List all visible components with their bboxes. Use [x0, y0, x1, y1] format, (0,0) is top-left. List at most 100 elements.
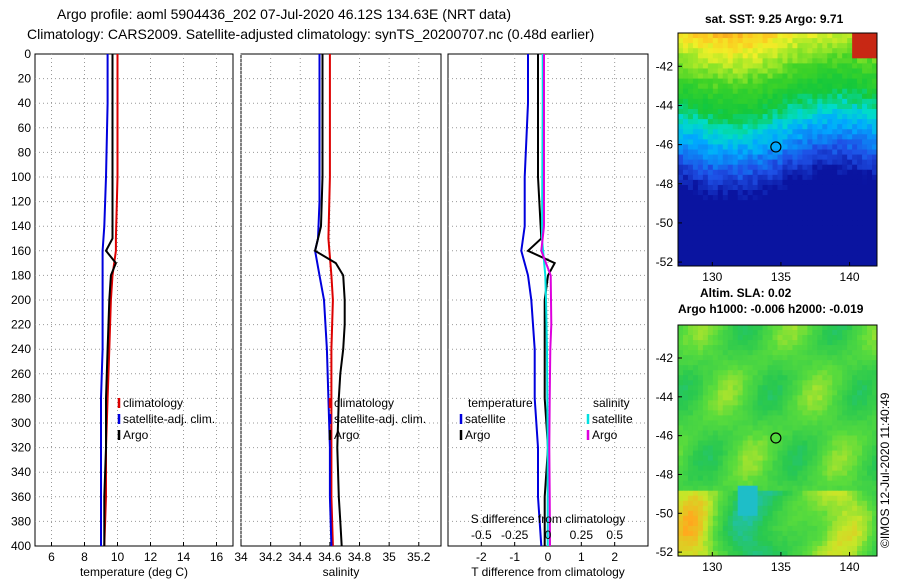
sla-map-cell	[767, 445, 774, 452]
sla-map-cell	[727, 365, 734, 371]
sst-map-cell	[782, 164, 788, 171]
sst-map-cell	[707, 53, 714, 59]
sst-map-cell	[827, 108, 833, 115]
sst-map-cell	[762, 38, 769, 44]
sla-map-cell	[717, 525, 724, 532]
sla-map-cell	[707, 395, 714, 401]
sst-map-cell	[862, 190, 868, 196]
sla-map-cell	[787, 465, 793, 472]
sla-map-cell	[737, 365, 744, 371]
sla-map-cell	[767, 455, 774, 462]
sst-map-cell	[757, 129, 764, 135]
sst-map-cell	[747, 154, 754, 161]
sst-map-cell	[772, 83, 778, 90]
sst-map-cell	[807, 68, 813, 75]
sla-map-cell	[752, 480, 759, 487]
sst-map-cell	[847, 63, 853, 69]
sla-map-cell	[712, 430, 719, 436]
sst-map-cell	[687, 129, 694, 135]
sst-map-cell	[757, 169, 764, 176]
sst-map-cell	[767, 174, 774, 181]
sla-map-cell	[787, 330, 793, 336]
sst-map-cell	[712, 83, 719, 90]
sla-map-cell	[712, 455, 719, 462]
sst-map-cell	[782, 154, 788, 161]
sla-map-cell	[777, 345, 783, 351]
depth-tick-label: 400	[11, 539, 31, 553]
sst-map-cell	[712, 255, 719, 262]
sst-map-cell	[762, 200, 769, 206]
sla-map-cell	[737, 550, 744, 557]
sla-map-cell	[842, 325, 848, 331]
sla-map-cell	[872, 425, 878, 431]
sst-map-cell	[872, 129, 878, 135]
sla-map-cell	[762, 360, 769, 366]
sla-map-cell	[732, 435, 739, 441]
sla-map-cell	[867, 360, 873, 366]
sla-map-cell	[682, 385, 689, 391]
sla-map-cell	[762, 395, 769, 401]
sla-map-cell	[857, 550, 863, 557]
sst-map-cell	[737, 159, 744, 166]
sst-map-cell	[792, 205, 798, 211]
sst-map-cell	[857, 215, 863, 221]
sla-map-cell	[862, 400, 868, 406]
sla-map-cell	[837, 470, 843, 477]
sst-map-cell	[697, 93, 704, 100]
sla-map-cell	[697, 515, 704, 522]
sla-map-cell	[792, 525, 798, 532]
sla-map-cell	[817, 490, 823, 497]
sst-map-cell	[862, 43, 868, 49]
sst-map-cell	[687, 200, 694, 206]
sst-map-cell	[847, 205, 853, 211]
depth-tick-label: 40	[18, 96, 32, 110]
sst-map-cell	[757, 114, 764, 120]
sst-map-cell	[707, 114, 714, 120]
sst-map-cell	[832, 88, 838, 95]
sla-map-cell	[802, 470, 808, 477]
sla-map-cell	[732, 460, 739, 467]
sst-map-cell	[782, 240, 788, 247]
sst-map-cell	[777, 83, 783, 90]
sst-map-cell	[722, 220, 729, 226]
sst-map-cell	[687, 190, 694, 196]
sla-map-cell	[757, 425, 764, 431]
sla-map-cell	[822, 460, 828, 467]
sla-map-cell	[792, 330, 798, 336]
sst-map-cell	[737, 48, 744, 54]
sla-map-cell	[762, 485, 769, 492]
sla-map-cell	[827, 395, 833, 401]
sst-map-cell	[742, 210, 749, 216]
sla-map-cell	[807, 405, 813, 411]
sla-map-cell	[712, 370, 719, 376]
sla-map-cell	[742, 450, 749, 457]
sst-map-cell	[827, 260, 833, 267]
sst-map-cell	[682, 205, 689, 211]
sla-map-cell	[837, 420, 843, 426]
sst-map-cell	[747, 43, 754, 49]
sst-map-cell	[757, 119, 764, 125]
sla-map-cell	[717, 395, 724, 401]
sst-map-cell	[747, 108, 754, 115]
sla-map-cell	[697, 485, 704, 492]
sst-map-cell	[712, 98, 719, 105]
sla-map-cell	[747, 400, 754, 406]
sst-map-cell	[847, 98, 853, 105]
sla-map-cell	[712, 400, 719, 406]
sst-map-cell	[827, 129, 833, 135]
sst-map-cell	[857, 139, 863, 145]
sla-map-cell	[867, 550, 873, 557]
sst-map-cell	[712, 38, 719, 44]
sst-map-cell	[702, 58, 709, 64]
sst-map-cell	[872, 225, 878, 232]
sla-map-cell	[722, 335, 729, 341]
sla-map-cell	[832, 475, 838, 482]
sst-map-cell	[717, 235, 724, 242]
sst-map-cell	[762, 164, 769, 171]
sst-map-cell	[727, 220, 734, 226]
sla-map-cell	[872, 480, 878, 487]
sla-map-cell	[807, 390, 813, 396]
sst-map-cell	[777, 230, 783, 237]
sst-map-cell	[832, 179, 838, 186]
